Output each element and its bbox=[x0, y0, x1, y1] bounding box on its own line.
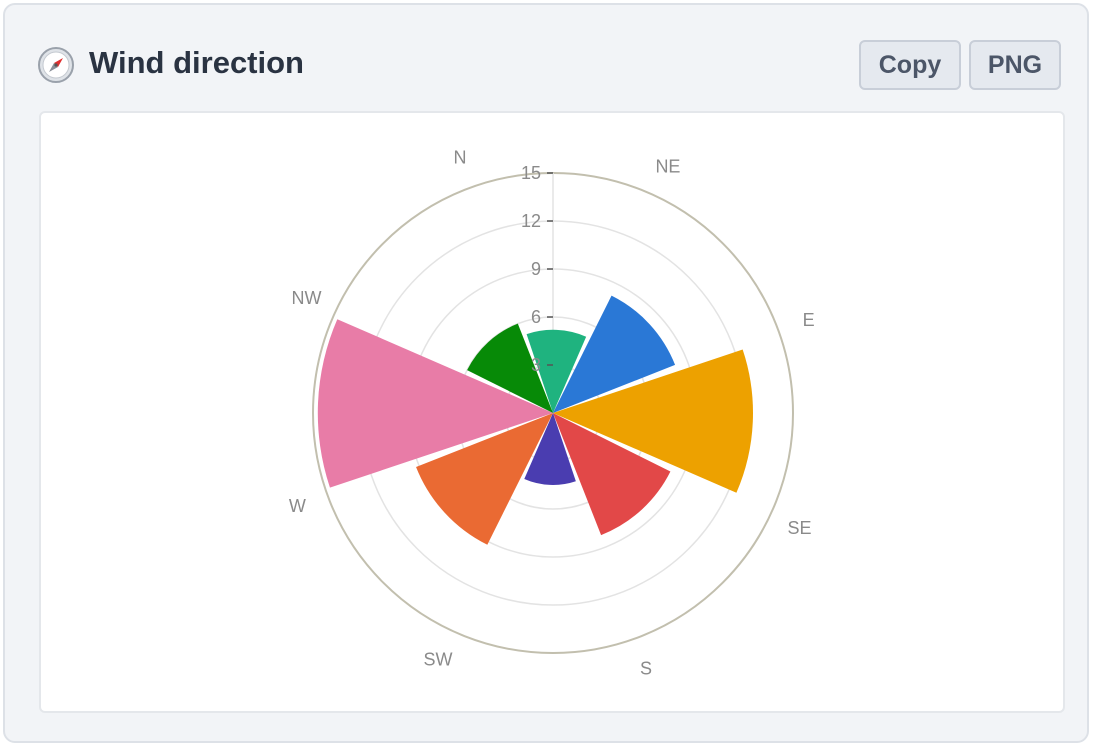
wind-bar-w[interactable] bbox=[317, 319, 553, 488]
card-header: Wind direction Copy PNG bbox=[5, 5, 1087, 109]
wind-bar-s[interactable] bbox=[524, 413, 576, 485]
direction-label-w: W bbox=[289, 496, 306, 516]
wind-bar-n[interactable] bbox=[526, 329, 587, 413]
wind-bar-ne[interactable] bbox=[553, 295, 676, 413]
radial-tick-label: 9 bbox=[531, 259, 541, 279]
direction-label-nw: NW bbox=[291, 288, 321, 308]
chart-area: 3 6 9 12 15 N NE E SE S SW W NW bbox=[39, 111, 1065, 713]
radial-tick-label: 3 bbox=[531, 355, 541, 375]
radial-tick-label: 15 bbox=[521, 163, 541, 183]
png-button[interactable]: PNG bbox=[969, 40, 1061, 90]
compass-icon bbox=[38, 47, 74, 83]
wind-bar-se[interactable] bbox=[553, 413, 671, 536]
wind-bar-e[interactable] bbox=[553, 349, 753, 493]
direction-label-sw: SW bbox=[424, 650, 453, 670]
copy-button[interactable]: Copy bbox=[859, 40, 961, 90]
wind-direction-card: Wind direction Copy PNG 3 6 9 12 15 N NE E SE S SW… bbox=[3, 3, 1089, 743]
direction-label-ne: NE bbox=[655, 156, 680, 176]
wind-bar-sw[interactable] bbox=[416, 413, 553, 545]
wind-bar-nw[interactable] bbox=[467, 323, 553, 413]
direction-label-n: N bbox=[453, 147, 466, 167]
direction-label-e: E bbox=[803, 310, 815, 330]
radial-tick-label: 6 bbox=[531, 307, 541, 327]
radial-tick-label: 12 bbox=[521, 211, 541, 231]
card-title: Wind direction bbox=[89, 45, 304, 80]
direction-label-se: SE bbox=[788, 518, 812, 538]
wind-rose-chart: 3 6 9 12 15 N NE E SE S SW W NW bbox=[289, 147, 815, 679]
direction-label-s: S bbox=[640, 659, 652, 679]
